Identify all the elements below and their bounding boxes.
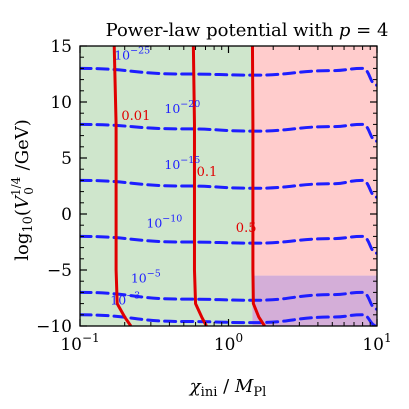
y-axis-label-sub0: 0 <box>22 187 36 195</box>
blue-label-base: 10 <box>131 270 147 285</box>
x-axis-label-sub-pl: Pl <box>253 385 266 400</box>
x-tick-exponent: 1 <box>384 331 392 345</box>
blue-label-exponent: −3 <box>126 291 140 302</box>
x-axis-label-sub-ini: ini <box>201 385 218 400</box>
blue-contour-4 <box>80 290 377 311</box>
region-right-upper <box>252 46 377 276</box>
blue-label-base: 10 <box>146 215 162 230</box>
blue-contour-label-1: 10−20 <box>164 99 200 116</box>
red-contour-label-0: 0.01 <box>121 109 150 124</box>
y-tick-label: −10 <box>36 317 72 337</box>
y-tick-label: 0 <box>61 205 72 225</box>
x-tick-base: 10 <box>214 335 236 355</box>
blue-contour-label-0: 10−25 <box>114 45 150 62</box>
red-contour-2 <box>250 46 266 326</box>
x-tick-exponent: 0 <box>236 331 244 345</box>
y-axis-label-sub10: 10 <box>21 216 36 233</box>
blue-label-exponent: −25 <box>130 45 150 56</box>
y-axis-label-log: log <box>12 233 33 261</box>
blue-contour-label-2: 10−15 <box>164 155 200 172</box>
chart-title: Power-law potential with p = 4 <box>106 20 389 41</box>
chart-title-var: p <box>339 20 351 41</box>
x-tick-base: 10 <box>60 335 82 355</box>
x-axis-label-m: M <box>234 376 254 397</box>
blue-contour-1 <box>80 122 377 143</box>
blue-label-exponent: −15 <box>180 155 200 166</box>
blue-label-base: 10 <box>114 47 130 62</box>
blue-contour-label-4: 10−5 <box>131 268 161 285</box>
blue-contour-2 <box>80 178 377 199</box>
chart-title-prefix: Power-law potential with <box>106 20 339 41</box>
red-contour-label-2: 0.5 <box>236 221 257 236</box>
blue-contour-5 <box>80 313 377 326</box>
blue-contour-3 <box>80 234 377 255</box>
blue-contour-label-5: 10−3 <box>110 291 140 308</box>
y-tick-label: 15 <box>50 37 72 57</box>
blue-label-base: 10 <box>110 293 126 308</box>
y-axis-label-exp: 1/4 <box>9 176 23 196</box>
red-contour-1 <box>191 46 208 326</box>
y-tick-label: 5 <box>61 149 72 169</box>
x-tick-base: 10 <box>362 335 384 355</box>
x-axis-label-chi: χ <box>188 376 202 397</box>
y-axis-label-open: ( <box>12 209 33 216</box>
x-tick-label: 101 <box>362 331 391 355</box>
blue-label-base: 10 <box>164 157 180 172</box>
y-axis-label-v: V <box>12 194 33 209</box>
blue-contour-0 <box>80 66 377 87</box>
red-contour-label-1: 0.1 <box>197 165 218 180</box>
y-axis-label: log10(V1/40 /GeV) <box>9 119 36 261</box>
x-axis-label-slash: / <box>217 376 235 397</box>
y-tick-label: 10 <box>50 93 72 113</box>
x-tick-label: 10−1 <box>60 331 99 355</box>
blue-contour-label-3: 10−10 <box>146 213 182 230</box>
x-tick-label: 100 <box>214 331 243 355</box>
y-tick-label: −5 <box>47 261 72 281</box>
blue-label-exponent: −20 <box>180 99 200 110</box>
y-axis-label-rest: /GeV) <box>12 119 33 176</box>
chart-title-eq: = 4 <box>350 20 388 41</box>
blue-label-exponent: −10 <box>162 213 182 224</box>
x-tick-exponent: −1 <box>82 331 100 345</box>
x-axis-label: χini / MPl <box>188 376 266 400</box>
blue-label-exponent: −5 <box>147 268 161 279</box>
blue-label-base: 10 <box>164 101 180 116</box>
red-contour-0 <box>112 46 133 326</box>
